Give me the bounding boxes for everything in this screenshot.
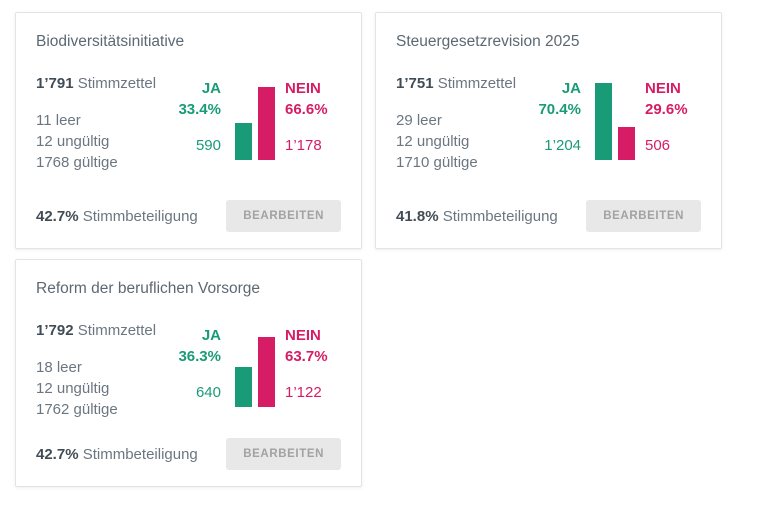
yes-column: JA 33.4% 590 [165,80,221,160]
turnout-line: 41.8% Stimmbeteiligung [396,208,558,225]
yes-bar [595,83,612,160]
ballots-count: 1’792 [36,322,74,339]
invalid-votes: 12 ungültig [36,380,110,397]
ballots-label: Stimmzettel [77,322,157,339]
yes-label: JA [201,327,221,344]
no-label: NEIN [285,327,321,344]
no-percent: 29.6% [645,101,688,118]
no-column: NEIN 63.7% 1’122 [285,327,341,407]
valid-votes: 1710 gültige [396,154,478,171]
valid-votes: 1768 gültige [36,154,118,171]
bar-pair [235,327,275,407]
ballot-breakdown: 29 leer 12 ungültig 1710 gültige [396,110,525,173]
turnout-percent: 42.7% [36,207,79,225]
ballots-line: 1’751 Stimmzettel [396,74,525,94]
yes-label: JA [561,80,581,97]
yes-percent: 33.4% [178,101,221,118]
no-count: 1’178 [285,137,322,154]
bar-pair [235,80,275,160]
vote-title: Biodiversitätsinitiative [36,33,185,50]
turnout-line: 42.7% Stimmbeteiligung [36,446,198,463]
card-footer: 42.7% Stimmbeteiligung BEARBEITEN [36,438,341,470]
yes-count: 1’204 [544,137,581,154]
yes-bar [235,123,252,160]
ballot-breakdown: 18 leer 12 ungültig 1762 gültige [36,357,165,420]
empty-votes: 29 leer [396,112,442,129]
vote-card-reform-berufliche-vorsorge: Reform der beruflichen Vorsorge 1’792 St… [15,259,362,487]
edit-button[interactable]: BEARBEITEN [586,200,701,232]
yes-label: JA [201,80,221,97]
ballots-label: Stimmzettel [437,75,517,92]
result-chart: JA 36.3% 640 NEIN 63.7% 1’122 [165,327,341,407]
turnout-label: Stimmbeteiligung [82,207,198,225]
no-bar [618,127,635,160]
turnout-label: Stimmbeteiligung [442,207,558,225]
ballots-count: 1’791 [36,75,74,92]
ballot-breakdown: 11 leer 12 ungültig 1768 gültige [36,110,165,173]
empty-votes: 11 leer [36,112,81,129]
card-footer: 42.7% Stimmbeteiligung BEARBEITEN [36,200,341,232]
edit-button[interactable]: BEARBEITEN [226,200,341,232]
yes-count: 590 [195,137,221,154]
turnout-percent: 42.7% [36,445,79,463]
no-label: NEIN [645,80,681,97]
yes-count: 640 [195,384,221,401]
result-chart: JA 33.4% 590 NEIN 66.6% 1’178 [165,80,341,160]
valid-votes: 1762 gültige [36,401,118,418]
empty-votes: 18 leer [36,359,82,376]
vote-card-biodiversitaetsinitiative: Biodiversitätsinitiative 1’791 Stimmzett… [15,12,362,249]
ballot-stats: 1’791 Stimmzettel 11 leer 12 ungültig 17… [36,74,165,173]
ballot-stats: 1’751 Stimmzettel 29 leer 12 ungültig 17… [396,74,525,173]
vote-title: Steuergesetzrevision 2025 [396,33,580,50]
ballots-count: 1’751 [396,75,434,92]
no-count: 506 [645,137,671,154]
vote-card-body: 1’792 Stimmzettel 18 leer 12 ungültig 17… [36,321,341,420]
vote-card-body: 1’791 Stimmzettel 11 leer 12 ungültig 17… [36,74,341,173]
yes-percent: 70.4% [538,101,581,118]
vote-card-steuergesetzrevision: Steuergesetzrevision 2025 1’751 Stimmzet… [375,12,722,249]
result-chart: JA 70.4% 1’204 NEIN 29.6% 506 [525,80,701,160]
yes-column: JA 70.4% 1’204 [525,80,581,160]
no-column: NEIN 29.6% 506 [645,80,701,160]
edit-button[interactable]: BEARBEITEN [226,438,341,470]
invalid-votes: 12 ungültig [36,133,110,150]
ballots-label: Stimmzettel [77,75,157,92]
no-bar [258,87,275,160]
turnout-percent: 41.8% [396,207,439,225]
invalid-votes: 12 ungültig [396,133,470,150]
yes-column: JA 36.3% 640 [165,327,221,407]
no-column: NEIN 66.6% 1’178 [285,80,341,160]
no-percent: 63.7% [285,348,328,365]
vote-card-body: 1’751 Stimmzettel 29 leer 12 ungültig 17… [396,74,701,173]
no-count: 1’122 [285,384,322,401]
no-bar [258,337,275,407]
ballots-line: 1’792 Stimmzettel [36,321,165,341]
turnout-line: 42.7% Stimmbeteiligung [36,208,198,225]
no-label: NEIN [285,80,321,97]
no-percent: 66.6% [285,101,328,118]
card-footer: 41.8% Stimmbeteiligung BEARBEITEN [396,200,701,232]
bar-pair [595,80,635,160]
turnout-label: Stimmbeteiligung [82,445,198,463]
ballots-line: 1’791 Stimmzettel [36,74,165,94]
yes-bar [235,367,252,407]
ballot-stats: 1’792 Stimmzettel 18 leer 12 ungültig 17… [36,321,165,420]
vote-title: Reform der beruflichen Vorsorge [36,280,261,297]
yes-percent: 36.3% [178,348,221,365]
